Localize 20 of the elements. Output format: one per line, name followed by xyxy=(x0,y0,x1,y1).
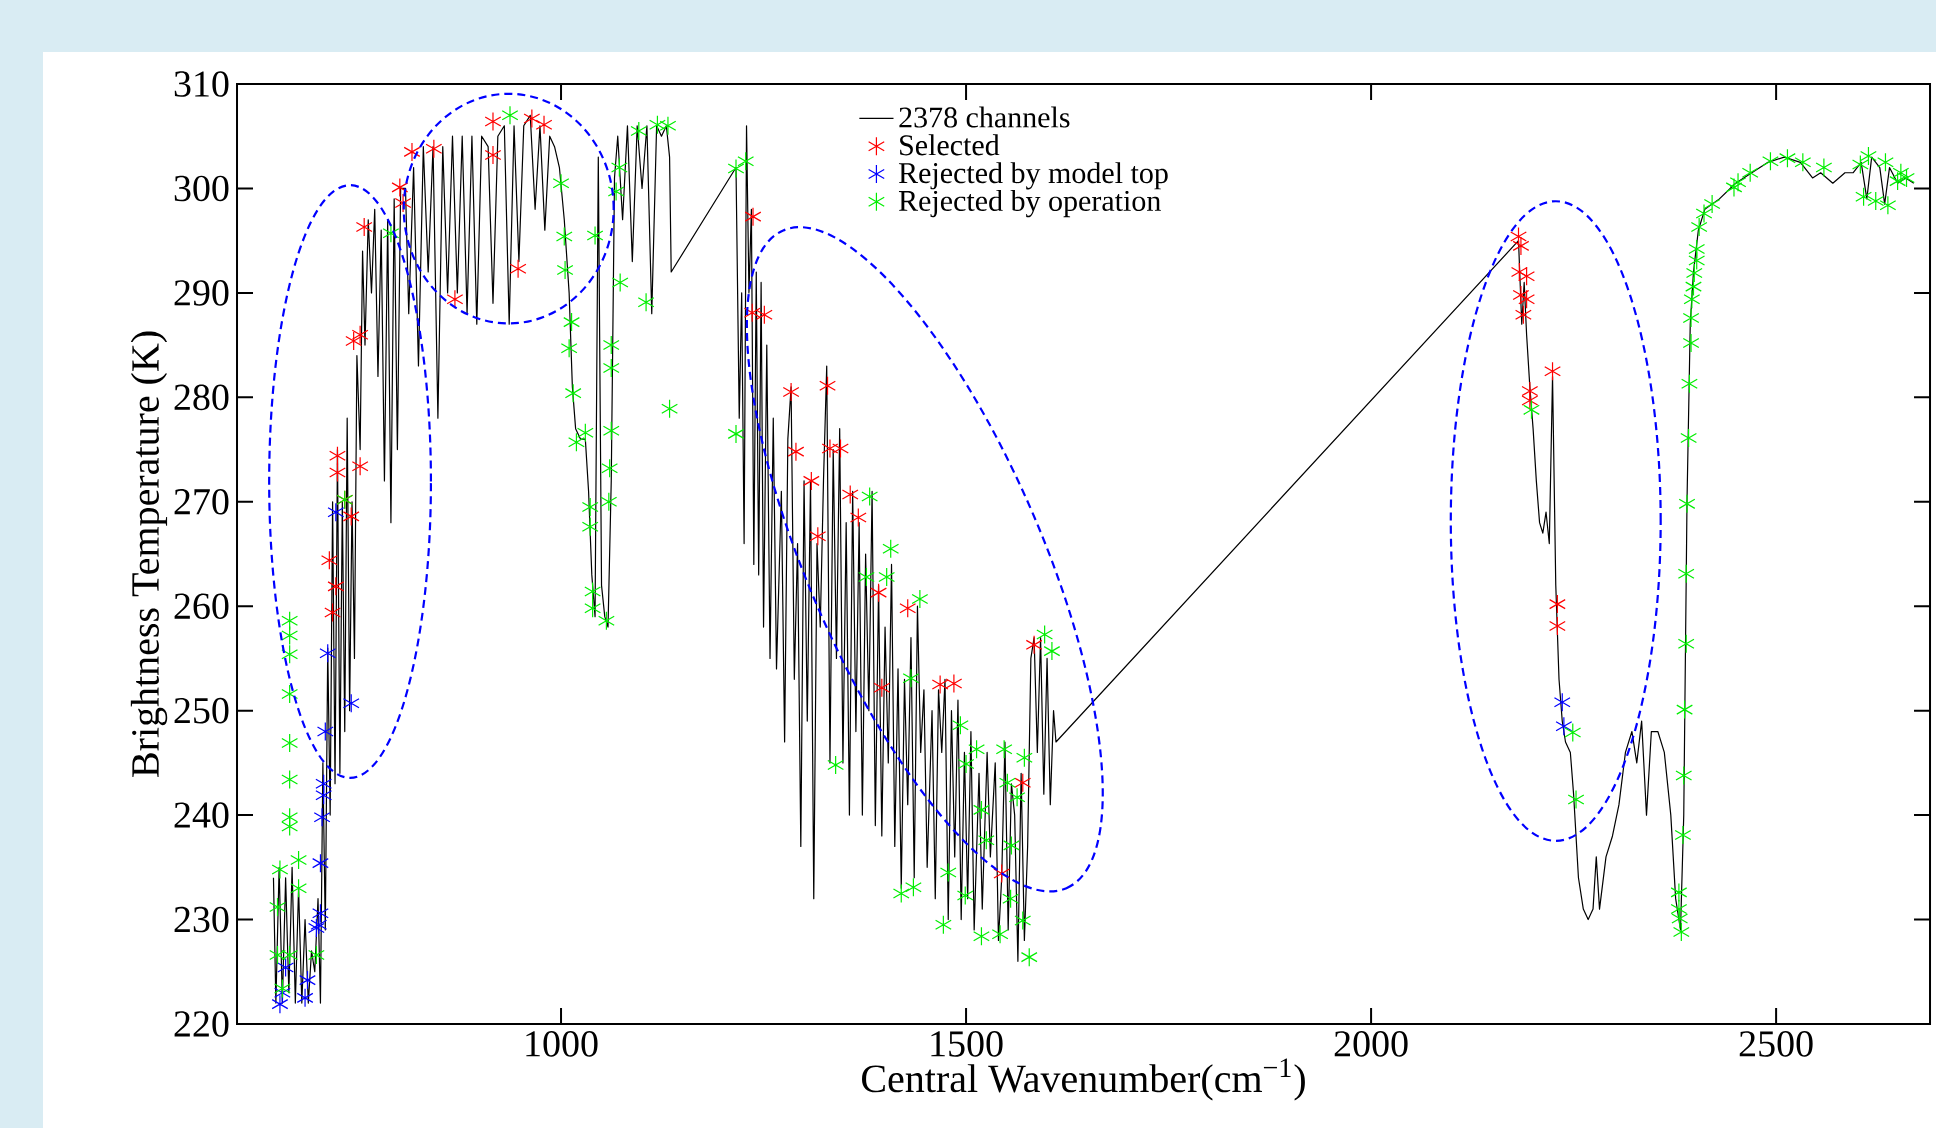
legend-label: Selected xyxy=(900,134,1000,156)
y-tick-label: 260 xyxy=(174,593,229,620)
x-tick-label: 1500 xyxy=(931,1031,1003,1057)
y-tick-label: 300 xyxy=(174,175,229,202)
y-tick-label: 310 xyxy=(174,71,229,97)
y-tick-label: 240 xyxy=(174,802,229,828)
legend-label: Rejected by model top xyxy=(898,162,1168,190)
legend-label: 2378 channels xyxy=(899,106,1070,128)
y-tick-label: 250 xyxy=(174,697,229,724)
y-tick-label: 230 xyxy=(174,906,229,933)
y-tick-label: 220 xyxy=(174,1011,229,1037)
x-tick-label: 2000 xyxy=(1334,1031,1408,1057)
x-tick-label: 2500 xyxy=(1739,1031,1813,1057)
y-tick-label: 270 xyxy=(174,488,229,515)
x-tick-label: 1000 xyxy=(526,1031,598,1057)
y-tick-label: 280 xyxy=(174,384,229,411)
legend-label: Rejected by operation xyxy=(898,189,1161,218)
y-tick-label: 290 xyxy=(174,280,229,306)
x-axis-title: Central Wavenumber(cm$^{−1}$) xyxy=(862,1058,1305,1101)
y-axis-title: Brightness Temperature (K) xyxy=(130,331,168,777)
